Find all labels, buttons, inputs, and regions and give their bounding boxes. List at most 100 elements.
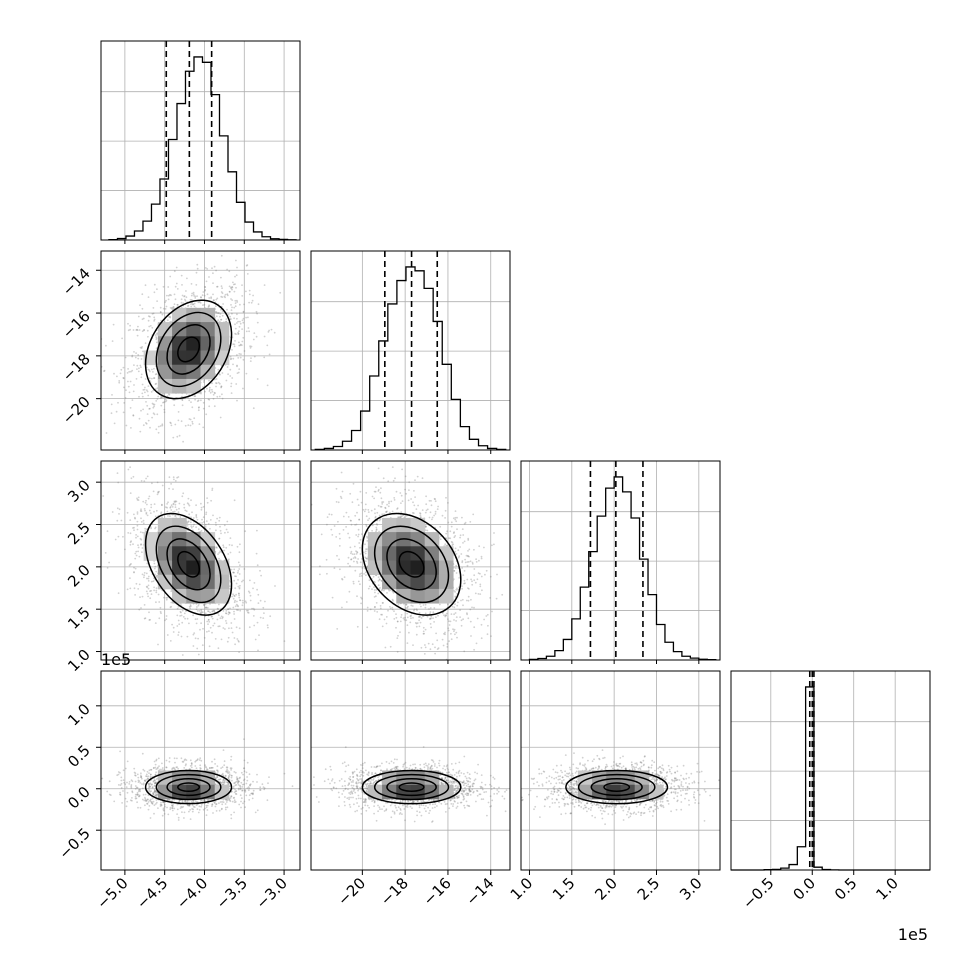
sample-point <box>442 644 445 647</box>
sample-point <box>356 625 359 628</box>
sample-point <box>355 553 358 555</box>
sample-point <box>166 395 169 397</box>
sample-point <box>428 516 431 519</box>
sample-point <box>426 615 429 618</box>
sample-point <box>231 299 234 301</box>
sample-point <box>462 534 465 536</box>
sample-point <box>135 554 138 557</box>
sample-point <box>392 600 394 602</box>
sample-point <box>191 406 194 409</box>
sample-point <box>379 605 382 607</box>
sample-point <box>414 479 416 481</box>
sample-point <box>245 290 247 293</box>
sample-point <box>239 303 241 306</box>
sample-point <box>419 512 422 515</box>
sample-point <box>146 404 149 407</box>
sample-point <box>233 595 236 598</box>
sample-point <box>241 295 244 297</box>
sample-point <box>252 607 255 610</box>
sample-point <box>413 608 416 611</box>
sample-point <box>189 298 192 301</box>
sample-point <box>445 544 448 547</box>
sample-point <box>175 282 178 285</box>
sample-point <box>486 613 489 616</box>
sample-point <box>121 337 123 340</box>
sample-point <box>400 616 402 619</box>
sample-point <box>255 552 258 555</box>
sample-point <box>444 509 447 512</box>
sample-point <box>219 315 221 318</box>
sample-point <box>141 392 144 395</box>
sample-point <box>247 316 249 319</box>
sample-point <box>245 330 248 333</box>
sample-point <box>236 313 238 316</box>
sample-point <box>237 332 240 335</box>
sample-point <box>196 647 199 650</box>
sample-point <box>189 424 192 427</box>
sample-point <box>386 592 388 594</box>
sample-point <box>132 329 135 331</box>
sample-point <box>218 382 221 385</box>
sample-point <box>364 508 367 511</box>
sample-point <box>242 311 245 313</box>
sample-point <box>485 569 488 572</box>
sample-point <box>229 537 232 539</box>
sample-point <box>165 399 168 402</box>
sample-point <box>422 632 425 635</box>
sample-point <box>154 622 157 624</box>
sample-point <box>137 325 139 328</box>
sample-point <box>273 331 276 334</box>
sample-point <box>231 286 234 289</box>
sample-point <box>147 575 150 578</box>
sample-point <box>335 487 338 490</box>
sample-point <box>478 545 481 548</box>
sample-point <box>214 521 217 524</box>
sample-point <box>229 607 231 610</box>
sample-point <box>228 558 230 561</box>
sample-point <box>226 308 228 311</box>
sample-point <box>205 606 208 609</box>
sample-point <box>226 294 229 297</box>
sample-point <box>373 497 375 500</box>
density-cell <box>396 574 411 590</box>
sample-point <box>147 587 150 590</box>
sample-point <box>412 512 415 514</box>
sample-point <box>235 626 238 629</box>
sample-point <box>161 393 164 396</box>
sample-point <box>218 551 221 554</box>
sample-point <box>173 510 176 513</box>
sample-point <box>232 571 235 574</box>
sample-point <box>267 331 270 333</box>
sample-point <box>190 294 193 297</box>
sample-point <box>239 599 242 602</box>
sample-point <box>337 520 339 523</box>
sample-point <box>451 605 454 608</box>
sample-point <box>206 293 209 296</box>
sample-point <box>195 608 198 611</box>
sample-point <box>127 385 130 388</box>
sample-point <box>349 565 351 567</box>
sample-point <box>248 301 251 304</box>
sample-point <box>459 609 461 611</box>
sample-point <box>382 501 385 503</box>
sample-point <box>356 498 359 501</box>
sample-point <box>347 516 350 518</box>
sample-point <box>206 620 209 623</box>
sample-point <box>138 608 141 611</box>
sample-point <box>359 573 361 575</box>
sample-point <box>350 550 353 553</box>
sample-point <box>159 311 162 313</box>
sample-point <box>133 571 135 573</box>
sample-point <box>428 608 430 610</box>
sample-point <box>326 516 329 518</box>
sample-point <box>185 610 187 613</box>
sample-point <box>117 401 119 404</box>
sample-point <box>373 490 376 493</box>
sample-point <box>413 490 415 492</box>
sample-point <box>251 607 253 610</box>
sample-point <box>180 611 182 614</box>
sample-point <box>198 406 200 408</box>
sample-point <box>203 294 206 297</box>
sample-point <box>266 624 269 627</box>
sample-point <box>236 399 238 402</box>
